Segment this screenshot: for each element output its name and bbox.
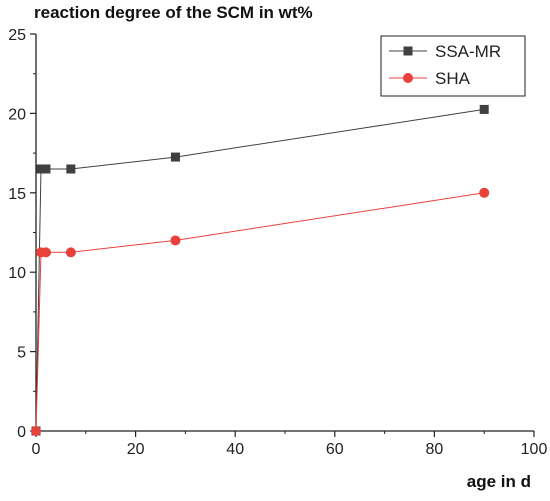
y-tick-label: 20 (8, 106, 26, 123)
y-tick-label: 10 (8, 265, 26, 282)
data-point-circle (479, 187, 490, 198)
series-sha (31, 187, 490, 436)
data-point-circle (65, 247, 76, 258)
legend: SSA-MR SHA (380, 35, 526, 97)
series-ssa-mr (31, 104, 489, 436)
data-point-circle (31, 426, 41, 436)
x-tick-label: 60 (326, 441, 344, 458)
legend-item: SHA (389, 69, 471, 88)
x-tick-label: 80 (426, 441, 444, 458)
data-point-square (170, 152, 180, 162)
legend-item: SSA-MR (389, 42, 501, 61)
x-tick-label: 0 (32, 441, 41, 458)
legend-box (380, 35, 526, 97)
series-layer (31, 104, 490, 436)
data-point-circle (170, 235, 181, 246)
legend-label: SHA (435, 69, 471, 88)
legend-marker-square (403, 46, 413, 56)
y-tick-label: 25 (8, 27, 26, 44)
x-tick-label: 100 (521, 441, 548, 458)
series-line (35, 108, 485, 432)
y-axis-title: reaction degree of the SCM in wt% (34, 3, 313, 22)
x-tick-label: 40 (226, 441, 244, 458)
y-tick-label: 5 (17, 345, 26, 362)
y-tick-label: 0 (17, 424, 26, 441)
axes: 0 20 40 60 80 100 0 5 10 15 20 25 (8, 27, 547, 458)
data-point-circle (40, 247, 51, 258)
data-point-square (36, 164, 46, 174)
data-point-square (41, 164, 51, 174)
legend-label: SSA-MR (435, 42, 501, 61)
legend-marker-circle (403, 73, 413, 83)
data-point-square (479, 104, 489, 114)
x-tick-label: 20 (127, 441, 145, 458)
series-line (35, 192, 485, 432)
y-tick-label: 15 (8, 186, 26, 203)
data-point-square (66, 164, 76, 174)
x-axis-title: age in d (467, 472, 531, 491)
